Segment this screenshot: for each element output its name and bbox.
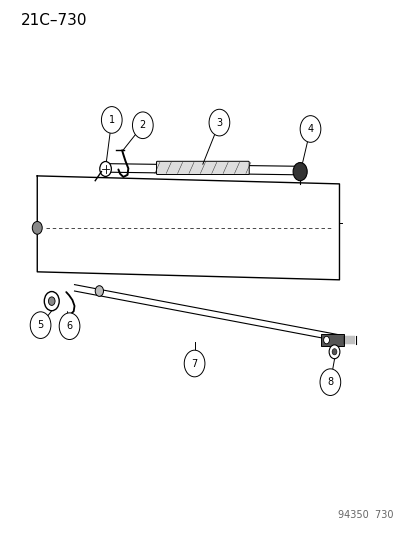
Circle shape bbox=[48, 297, 55, 305]
Text: 8: 8 bbox=[327, 377, 332, 387]
Circle shape bbox=[319, 369, 340, 395]
Text: 21C–730: 21C–730 bbox=[21, 13, 87, 28]
Circle shape bbox=[30, 312, 51, 338]
FancyBboxPatch shape bbox=[320, 334, 343, 346]
Circle shape bbox=[100, 161, 111, 176]
Circle shape bbox=[32, 222, 42, 235]
Circle shape bbox=[292, 163, 306, 181]
FancyBboxPatch shape bbox=[156, 161, 249, 174]
Text: 7: 7 bbox=[191, 359, 197, 368]
Circle shape bbox=[209, 109, 229, 136]
Text: 2: 2 bbox=[139, 120, 146, 130]
Circle shape bbox=[101, 107, 122, 133]
Circle shape bbox=[132, 112, 153, 139]
Text: 5: 5 bbox=[37, 320, 44, 330]
Circle shape bbox=[44, 292, 59, 311]
Text: 1: 1 bbox=[109, 115, 114, 125]
Text: 3: 3 bbox=[216, 118, 222, 127]
Circle shape bbox=[184, 350, 204, 377]
Circle shape bbox=[299, 116, 320, 142]
Circle shape bbox=[95, 286, 103, 296]
Text: 6: 6 bbox=[66, 321, 72, 331]
Circle shape bbox=[59, 313, 80, 340]
Circle shape bbox=[331, 349, 336, 355]
Text: 94350  730: 94350 730 bbox=[337, 510, 392, 520]
Text: 4: 4 bbox=[307, 124, 313, 134]
Circle shape bbox=[328, 345, 339, 359]
Circle shape bbox=[323, 336, 329, 344]
